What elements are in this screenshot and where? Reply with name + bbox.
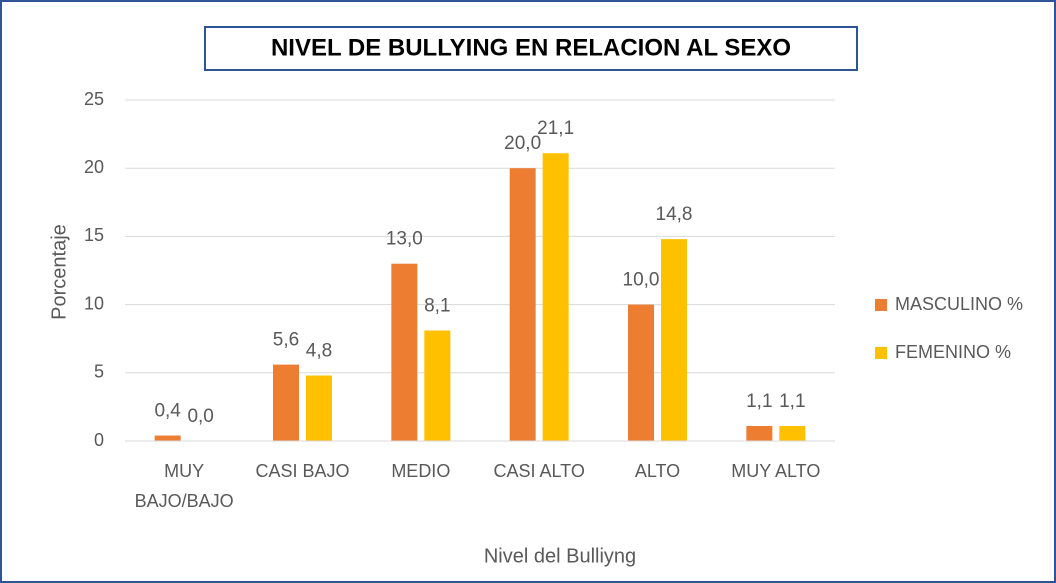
- bar: [306, 375, 332, 441]
- y-tick-label: 5: [94, 362, 104, 382]
- y-tick-label: 0: [94, 430, 104, 450]
- data-label: 14,8: [656, 204, 693, 225]
- data-label: 5,6: [273, 330, 299, 351]
- bar: [542, 153, 569, 442]
- y-tick-label: 25: [84, 89, 104, 109]
- bar: [154, 435, 181, 441]
- x-tick-label: ALTO: [635, 461, 680, 481]
- data-label: 1,1: [746, 391, 772, 412]
- bar: [628, 304, 654, 441]
- chart-title: NIVEL DE BULLYING EN RELACION AL SEXO: [271, 34, 791, 61]
- data-label: 0,0: [187, 406, 213, 427]
- bar: [509, 168, 536, 441]
- legend-label: MASCULINO %: [895, 294, 1023, 314]
- data-label: 13,0: [386, 229, 423, 250]
- y-axis-label: Porcentaje: [48, 224, 70, 320]
- title-box: [204, 26, 858, 71]
- legend-label: FEMENINO %: [895, 342, 1011, 362]
- x-tick-label: MUY BAJO/BAJO: [135, 461, 234, 511]
- data-label: 0,4: [154, 401, 181, 422]
- x-tick-label: CASI BAJO: [255, 461, 349, 481]
- y-tick-label: 20: [84, 157, 104, 177]
- bar: [273, 364, 299, 441]
- data-label: 20,0: [504, 133, 541, 154]
- bar: [424, 330, 451, 441]
- y-tick-label: 10: [84, 293, 104, 313]
- bar: [779, 425, 806, 441]
- x-axis-label: Nivel del Bulliyng: [484, 545, 636, 567]
- bar: [746, 425, 773, 441]
- data-label: 10,0: [623, 270, 660, 291]
- x-tick-label: MEDIO: [391, 461, 450, 481]
- data-label: 8,1: [424, 296, 450, 317]
- data-label: 1,1: [779, 391, 805, 412]
- data-label: 4,8: [306, 341, 332, 362]
- data-label: 21,1: [537, 118, 574, 139]
- legend-swatch: [875, 299, 887, 311]
- bar: [661, 239, 687, 441]
- x-tick-label: CASI ALTO: [493, 461, 584, 481]
- y-tick-label: 15: [84, 225, 104, 245]
- bar: [391, 263, 418, 441]
- legend-swatch: [875, 347, 887, 359]
- x-tick-label: MUY ALTO: [731, 461, 820, 481]
